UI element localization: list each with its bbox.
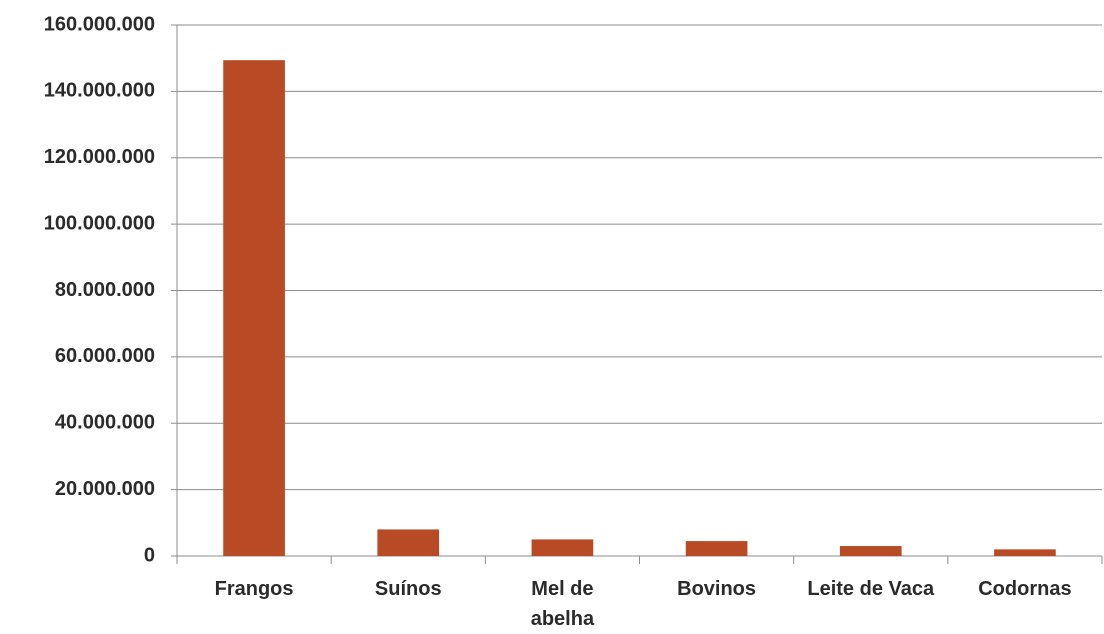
bar <box>994 549 1056 556</box>
x-tick-label: Bovinos <box>677 578 757 600</box>
bar <box>685 541 748 556</box>
bar <box>531 539 594 556</box>
x-tick-label: Frangos <box>214 578 294 600</box>
bar <box>839 546 902 556</box>
x-tick-label: Suínos <box>374 578 442 600</box>
y-tick-label: 20.000.000 <box>55 478 155 500</box>
bar <box>223 60 285 557</box>
y-tick-label: 40.000.000 <box>55 412 155 434</box>
y-tick-label: 60.000.000 <box>55 345 155 367</box>
y-tick-label: 120.000.000 <box>44 146 155 168</box>
x-tick-label: Mel de abelha <box>530 578 595 630</box>
y-tick-label: 160.000.000 <box>44 13 155 35</box>
y-tick-label: 140.000.000 <box>44 80 155 102</box>
y-tick-label: 0 <box>144 544 155 566</box>
bar <box>377 529 440 556</box>
y-tick-label: 100.000.000 <box>44 212 155 234</box>
x-tick-label: Codornas <box>978 578 1072 600</box>
x-tick-label: Leite de Vaca <box>807 578 935 600</box>
y-tick-label: 80.000.000 <box>55 279 155 301</box>
